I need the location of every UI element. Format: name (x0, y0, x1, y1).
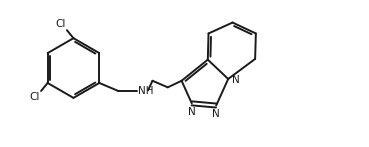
Text: Cl: Cl (29, 92, 39, 102)
Text: N: N (187, 107, 195, 117)
Text: N: N (232, 75, 239, 85)
Text: N: N (212, 109, 220, 119)
Text: Cl: Cl (55, 19, 65, 29)
Text: NH: NH (138, 86, 153, 96)
